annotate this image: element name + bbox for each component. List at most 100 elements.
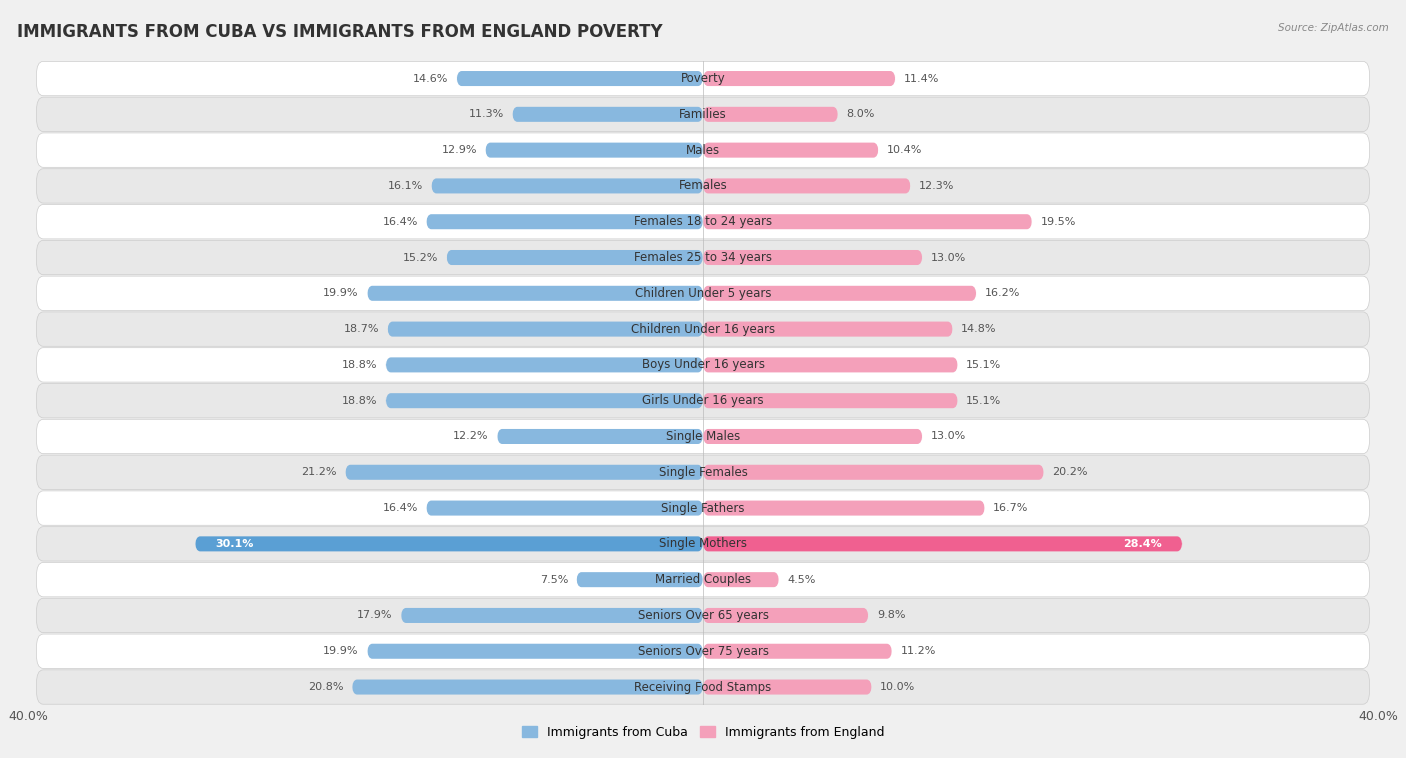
FancyBboxPatch shape bbox=[703, 215, 1032, 229]
Text: 4.5%: 4.5% bbox=[787, 575, 815, 584]
FancyBboxPatch shape bbox=[37, 312, 1369, 346]
Text: 14.8%: 14.8% bbox=[962, 324, 997, 334]
FancyBboxPatch shape bbox=[703, 679, 872, 694]
Text: Females: Females bbox=[679, 180, 727, 193]
Text: 9.8%: 9.8% bbox=[877, 610, 905, 621]
FancyBboxPatch shape bbox=[485, 143, 703, 158]
FancyBboxPatch shape bbox=[37, 384, 1369, 418]
Text: 12.2%: 12.2% bbox=[453, 431, 489, 441]
Text: 11.4%: 11.4% bbox=[904, 74, 939, 83]
Text: Single Fathers: Single Fathers bbox=[661, 502, 745, 515]
Text: 21.2%: 21.2% bbox=[301, 467, 337, 478]
Text: Single Females: Single Females bbox=[658, 465, 748, 479]
FancyBboxPatch shape bbox=[432, 178, 703, 193]
FancyBboxPatch shape bbox=[401, 608, 703, 623]
Text: 28.4%: 28.4% bbox=[1123, 539, 1161, 549]
FancyBboxPatch shape bbox=[426, 215, 703, 229]
FancyBboxPatch shape bbox=[703, 321, 953, 337]
Text: 17.9%: 17.9% bbox=[357, 610, 392, 621]
FancyBboxPatch shape bbox=[703, 143, 879, 158]
FancyBboxPatch shape bbox=[703, 429, 922, 444]
FancyBboxPatch shape bbox=[37, 419, 1369, 453]
Text: 15.2%: 15.2% bbox=[402, 252, 439, 262]
Text: Married Couples: Married Couples bbox=[655, 573, 751, 586]
Text: 15.1%: 15.1% bbox=[966, 396, 1001, 406]
Text: Males: Males bbox=[686, 143, 720, 157]
Text: 19.9%: 19.9% bbox=[323, 288, 359, 299]
FancyBboxPatch shape bbox=[37, 133, 1369, 168]
FancyBboxPatch shape bbox=[352, 679, 703, 694]
FancyBboxPatch shape bbox=[703, 608, 869, 623]
Text: IMMIGRANTS FROM CUBA VS IMMIGRANTS FROM ENGLAND POVERTY: IMMIGRANTS FROM CUBA VS IMMIGRANTS FROM … bbox=[17, 23, 662, 41]
FancyBboxPatch shape bbox=[367, 286, 703, 301]
FancyBboxPatch shape bbox=[447, 250, 703, 265]
Text: Boys Under 16 years: Boys Under 16 years bbox=[641, 359, 765, 371]
Text: 18.8%: 18.8% bbox=[342, 360, 377, 370]
Text: 18.7%: 18.7% bbox=[343, 324, 380, 334]
Text: 15.1%: 15.1% bbox=[966, 360, 1001, 370]
FancyBboxPatch shape bbox=[576, 572, 703, 587]
Legend: Immigrants from Cuba, Immigrants from England: Immigrants from Cuba, Immigrants from En… bbox=[516, 721, 890, 744]
FancyBboxPatch shape bbox=[426, 500, 703, 515]
FancyBboxPatch shape bbox=[37, 634, 1369, 669]
FancyBboxPatch shape bbox=[703, 465, 1043, 480]
Text: Seniors Over 65 years: Seniors Over 65 years bbox=[637, 609, 769, 622]
FancyBboxPatch shape bbox=[703, 357, 957, 372]
Text: Single Mothers: Single Mothers bbox=[659, 537, 747, 550]
Text: Single Males: Single Males bbox=[666, 430, 740, 443]
Text: Families: Families bbox=[679, 108, 727, 121]
FancyBboxPatch shape bbox=[703, 286, 976, 301]
FancyBboxPatch shape bbox=[703, 644, 891, 659]
Text: 16.1%: 16.1% bbox=[388, 181, 423, 191]
FancyBboxPatch shape bbox=[385, 393, 703, 409]
Text: 14.6%: 14.6% bbox=[413, 74, 449, 83]
Text: Receiving Food Stamps: Receiving Food Stamps bbox=[634, 681, 772, 694]
Text: 8.0%: 8.0% bbox=[846, 109, 875, 119]
FancyBboxPatch shape bbox=[37, 61, 1369, 96]
Text: 30.1%: 30.1% bbox=[215, 539, 253, 549]
FancyBboxPatch shape bbox=[703, 393, 957, 409]
FancyBboxPatch shape bbox=[367, 644, 703, 659]
Text: 18.8%: 18.8% bbox=[342, 396, 377, 406]
Text: 11.3%: 11.3% bbox=[468, 109, 503, 119]
Text: 20.2%: 20.2% bbox=[1052, 467, 1088, 478]
FancyBboxPatch shape bbox=[37, 348, 1369, 382]
FancyBboxPatch shape bbox=[37, 455, 1369, 490]
FancyBboxPatch shape bbox=[37, 598, 1369, 633]
Text: 16.4%: 16.4% bbox=[382, 217, 418, 227]
FancyBboxPatch shape bbox=[703, 572, 779, 587]
FancyBboxPatch shape bbox=[37, 562, 1369, 597]
FancyBboxPatch shape bbox=[512, 107, 703, 122]
Text: Poverty: Poverty bbox=[681, 72, 725, 85]
FancyBboxPatch shape bbox=[37, 670, 1369, 704]
Text: Females 18 to 24 years: Females 18 to 24 years bbox=[634, 215, 772, 228]
Text: 19.5%: 19.5% bbox=[1040, 217, 1076, 227]
Text: 16.2%: 16.2% bbox=[984, 288, 1021, 299]
FancyBboxPatch shape bbox=[703, 71, 896, 86]
Text: 12.3%: 12.3% bbox=[920, 181, 955, 191]
FancyBboxPatch shape bbox=[346, 465, 703, 480]
Text: 12.9%: 12.9% bbox=[441, 145, 477, 155]
FancyBboxPatch shape bbox=[37, 276, 1369, 311]
Text: 10.0%: 10.0% bbox=[880, 682, 915, 692]
FancyBboxPatch shape bbox=[37, 205, 1369, 239]
FancyBboxPatch shape bbox=[703, 537, 1182, 551]
Text: Girls Under 16 years: Girls Under 16 years bbox=[643, 394, 763, 407]
Text: Children Under 5 years: Children Under 5 years bbox=[634, 287, 772, 300]
FancyBboxPatch shape bbox=[37, 97, 1369, 132]
FancyBboxPatch shape bbox=[498, 429, 703, 444]
Text: Children Under 16 years: Children Under 16 years bbox=[631, 323, 775, 336]
Text: 19.9%: 19.9% bbox=[323, 647, 359, 656]
FancyBboxPatch shape bbox=[37, 169, 1369, 203]
FancyBboxPatch shape bbox=[195, 537, 703, 551]
Text: Source: ZipAtlas.com: Source: ZipAtlas.com bbox=[1278, 23, 1389, 33]
Text: Females 25 to 34 years: Females 25 to 34 years bbox=[634, 251, 772, 264]
FancyBboxPatch shape bbox=[37, 240, 1369, 274]
FancyBboxPatch shape bbox=[703, 178, 911, 193]
FancyBboxPatch shape bbox=[37, 491, 1369, 525]
Text: 16.7%: 16.7% bbox=[993, 503, 1029, 513]
Text: Seniors Over 75 years: Seniors Over 75 years bbox=[637, 645, 769, 658]
Text: 13.0%: 13.0% bbox=[931, 252, 966, 262]
FancyBboxPatch shape bbox=[703, 500, 984, 515]
Text: 7.5%: 7.5% bbox=[540, 575, 568, 584]
